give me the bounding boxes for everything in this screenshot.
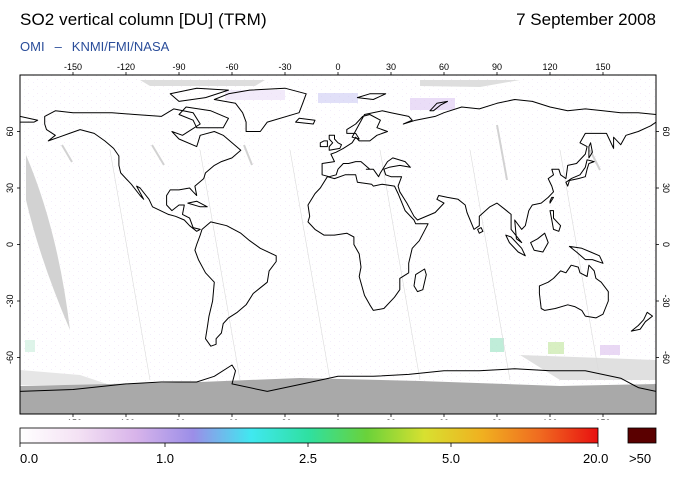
coastline-cuba	[187, 200, 208, 208]
coastline-eurasia	[321, 99, 656, 244]
coastline-japan	[565, 159, 595, 187]
coastline-kamchatka-island	[20, 115, 39, 123]
colorbar-label-4: 20.0	[583, 451, 609, 466]
colorbar-gradient	[19, 427, 599, 444]
colorbar	[19, 427, 657, 447]
coastline-philippines	[549, 210, 562, 232]
lon-label-top: 30	[386, 62, 396, 72]
coastline-baffin	[178, 106, 229, 129]
coastlines	[20, 87, 656, 392]
lon-label-bottom: -120	[117, 418, 135, 420]
coastline-antarctica	[20, 364, 656, 392]
coastline-africa	[307, 174, 429, 311]
map-title: SO2 vertical column [DU] (TRM)	[20, 10, 267, 29]
lon-label-top: 120	[542, 62, 557, 72]
lat-label-right: 30	[661, 183, 671, 193]
lat-label-right: -60	[661, 351, 671, 364]
coastline-sumatra	[505, 234, 526, 257]
coastline-north-america	[44, 108, 242, 232]
lon-label-top: -60	[225, 62, 238, 72]
colorbar-label-2: 2.5	[298, 451, 318, 466]
so2-signals	[25, 90, 620, 355]
credit-instrument: OMI	[20, 39, 45, 54]
colorbar-label-0: 0.0	[20, 451, 39, 466]
coastline-south-america	[194, 221, 277, 347]
lon-label-bottom: 120	[542, 418, 557, 420]
lon-label-bottom: 150	[595, 418, 610, 420]
colorbar-label-1: 1.0	[155, 451, 175, 466]
colorbar-overflow-swatch	[627, 427, 657, 444]
lon-label-top: -120	[117, 62, 135, 72]
lat-label-right: -30	[661, 294, 671, 307]
antarctic-no-data	[20, 378, 656, 414]
lon-label-top: -30	[278, 62, 291, 72]
lon-label-bottom: 30	[386, 418, 396, 420]
map-plot-area	[20, 75, 656, 414]
coastline-sakhalin	[588, 142, 593, 159]
coastline-madagascar	[413, 268, 427, 293]
lat-label-left: 30	[5, 183, 15, 193]
lat-label-left: -60	[5, 351, 15, 364]
lon-label-bottom: -60	[225, 418, 238, 420]
lon-label-top: -150	[64, 62, 82, 72]
coastline-greenland	[213, 87, 307, 132]
lon-label-bottom: -90	[172, 418, 185, 420]
colorbar-label-3: 5.0	[441, 451, 461, 466]
lon-label-top: -90	[172, 62, 185, 72]
colorbar-overflow-label: >50	[629, 451, 652, 466]
coastline-svalbard	[356, 93, 387, 100]
coastline-borneo	[530, 232, 549, 253]
lon-label-bottom: 90	[492, 418, 502, 420]
lat-label-left: 60	[5, 126, 15, 136]
lat-label-left: 0	[5, 242, 15, 247]
lon-label-bottom: 0	[335, 418, 340, 420]
coastline-australia	[538, 264, 609, 319]
coastline-ellesmere	[169, 87, 229, 102]
lon-label-bottom: 60	[439, 418, 449, 420]
coastline-iceland	[295, 117, 316, 125]
lon-label-top: 0	[335, 62, 340, 72]
lon-label-top: 90	[492, 62, 502, 72]
coastline-great-britain	[328, 134, 342, 151]
credit-separator: –	[54, 39, 62, 54]
credit-agencies: KNMI/FMI/NASA	[71, 39, 170, 54]
so2-world-map: -150 -150 -120 -120 -90 -90 -60 -60 -30 -30 0 0 30 30…	[5, 62, 671, 420]
coastline-new-zealand	[630, 311, 653, 332]
coastline-novaya-zemlya	[429, 100, 448, 112]
map-axis-ticks: -150 -150 -120 -120 -90 -90 -60 -60 -30 -30 0 0 30 30…	[5, 62, 671, 420]
lon-label-top: 150	[595, 62, 610, 72]
data-credits: OMI – KNMI/FMI/NASA	[20, 39, 169, 54]
colorbar-ticks	[19, 443, 599, 447]
lon-label-top: 60	[439, 62, 449, 72]
map-date: 7 September 2008	[516, 10, 656, 29]
no-data-regions	[20, 80, 656, 414]
coastline-sri-lanka	[477, 227, 484, 234]
lat-label-right: 60	[661, 126, 671, 136]
coastline-ireland	[319, 140, 328, 148]
lat-label-right: 0	[661, 242, 671, 247]
coastline-new-guinea	[568, 245, 604, 264]
lon-label-bottom: -150	[64, 418, 82, 420]
coastline-taiwan	[549, 196, 554, 204]
lat-label-left: -30	[5, 294, 15, 307]
lon-label-bottom: -30	[278, 418, 291, 420]
